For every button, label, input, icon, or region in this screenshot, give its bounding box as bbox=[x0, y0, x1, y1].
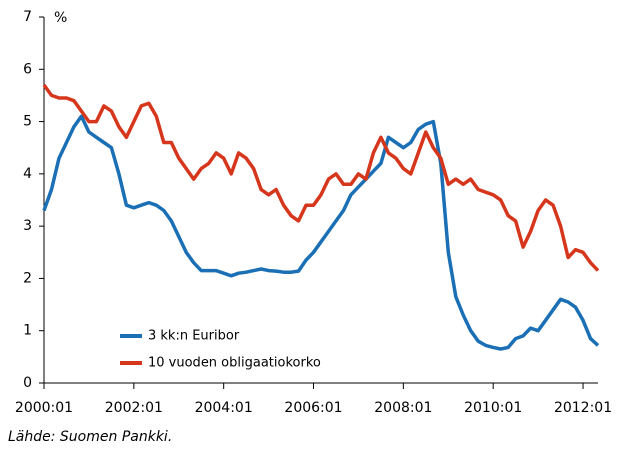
y-tick-label: 5 bbox=[23, 114, 32, 130]
legend-label: 3 kk:n Euribor bbox=[148, 329, 240, 344]
x-tick-label: 2002:01 bbox=[105, 400, 163, 416]
y-tick-label: 0 bbox=[23, 375, 32, 391]
line-series bbox=[42, 114, 600, 351]
source-note: Lähde: Suomen Pankki. bbox=[8, 429, 172, 445]
y-tick-label: 4 bbox=[23, 166, 32, 182]
x-tick-label: 2008:01 bbox=[374, 400, 432, 416]
x-tick-label: 2004:01 bbox=[195, 400, 253, 416]
x-tick-label: 2010:01 bbox=[464, 400, 522, 416]
y-tick-label: 3 bbox=[23, 218, 32, 234]
y-tick-label: 2 bbox=[23, 270, 32, 286]
y-tick-label: 6 bbox=[23, 61, 32, 77]
x-tick-label: 2006:01 bbox=[284, 400, 342, 416]
legend-label: 10 vuoden obligaatiokorko bbox=[148, 356, 321, 371]
x-tick-label: 2000:01 bbox=[15, 400, 73, 416]
y-axis-unit: % bbox=[54, 10, 67, 26]
y-tick-label: 7 bbox=[23, 9, 32, 25]
x-tick-label: 2012:01 bbox=[554, 400, 612, 416]
line-series bbox=[42, 83, 600, 272]
y-tick-label: 1 bbox=[23, 323, 32, 339]
